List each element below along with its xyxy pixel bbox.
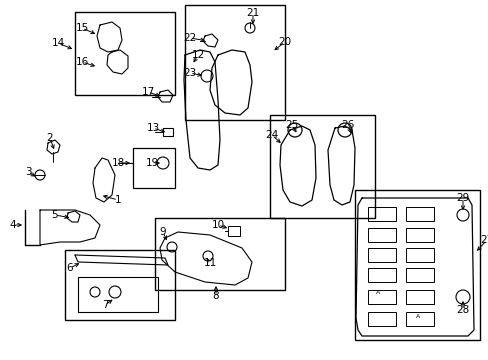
Text: 23: 23 [183, 68, 196, 78]
Text: 29: 29 [455, 193, 468, 203]
Bar [184, 5, 285, 120]
Bar [163, 128, 173, 136]
Bar [367, 290, 395, 304]
Text: 25: 25 [285, 120, 298, 130]
Bar [405, 268, 433, 282]
Text: 6: 6 [66, 263, 73, 273]
Bar [269, 115, 374, 218]
Text: 9: 9 [160, 227, 166, 237]
Bar [155, 218, 285, 290]
Text: 13: 13 [146, 123, 159, 133]
Bar [367, 207, 395, 221]
Text: 26: 26 [341, 120, 354, 130]
Bar [133, 148, 175, 188]
Text: A: A [375, 289, 379, 294]
Text: 11: 11 [203, 258, 216, 268]
Text: 3: 3 [24, 167, 31, 177]
Text: 10: 10 [211, 220, 224, 230]
Bar [405, 207, 433, 221]
Bar [227, 226, 240, 236]
Text: 16: 16 [75, 57, 88, 67]
Bar [367, 312, 395, 326]
Bar [367, 228, 395, 242]
Text: 19: 19 [145, 158, 158, 168]
Bar [78, 277, 158, 312]
Bar [405, 290, 433, 304]
Bar [75, 12, 175, 95]
Text: 8: 8 [212, 291, 219, 301]
Text: 2: 2 [46, 133, 53, 143]
Text: 5: 5 [52, 210, 58, 220]
Text: 15: 15 [75, 23, 88, 33]
Bar [405, 312, 433, 326]
Text: 18: 18 [111, 158, 124, 168]
Text: 14: 14 [51, 38, 64, 48]
Text: A: A [415, 314, 419, 319]
Text: 28: 28 [455, 305, 468, 315]
Text: 17: 17 [141, 87, 154, 97]
Text: 4: 4 [10, 220, 16, 230]
Text: 1: 1 [115, 195, 121, 205]
Text: 22: 22 [183, 33, 196, 43]
Bar [354, 190, 479, 340]
Bar [405, 248, 433, 262]
Text: 20: 20 [278, 37, 291, 47]
Bar [367, 268, 395, 282]
Text: 21: 21 [246, 8, 259, 18]
Bar [65, 250, 175, 320]
Text: 27: 27 [479, 235, 488, 245]
Text: 7: 7 [102, 300, 108, 310]
Bar [367, 248, 395, 262]
Bar [405, 228, 433, 242]
Text: 12: 12 [191, 50, 204, 60]
Text: 24: 24 [265, 130, 278, 140]
